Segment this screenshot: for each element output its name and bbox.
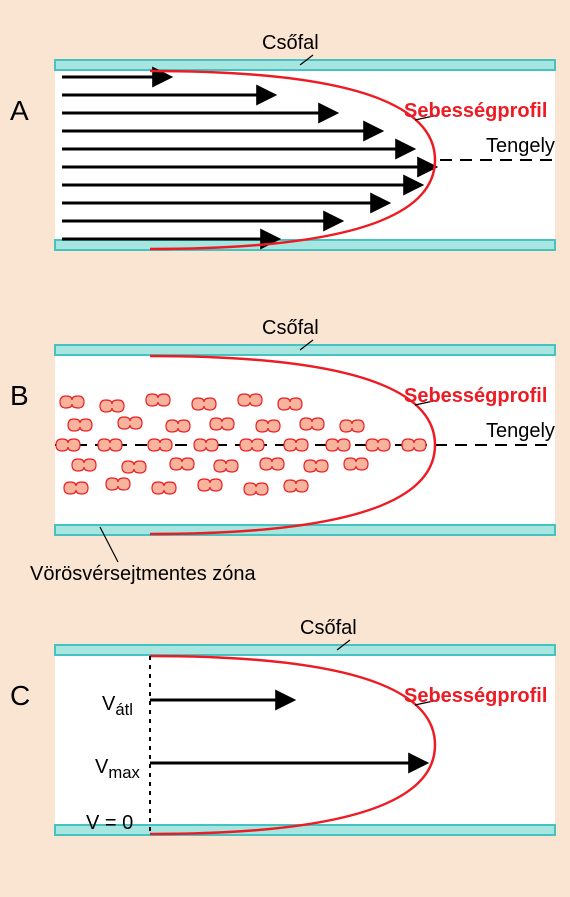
label-vzero: V = 0 xyxy=(86,812,133,835)
panel-a-letter: A xyxy=(10,95,29,127)
label-csofal-c: Csőfal xyxy=(300,617,357,640)
label-csofal-b: Csőfal xyxy=(262,317,319,340)
panel-b-letter: B xyxy=(10,380,29,412)
label-sebesseg-b: Sebességprofil xyxy=(404,385,547,408)
label-sebesseg-c: Sebességprofil xyxy=(404,685,547,708)
label-tengely-a: Tengely xyxy=(486,135,555,158)
diagram-svg xyxy=(0,0,570,897)
page-root: A B C Csőfal Sebességprofil Tengely Csőf… xyxy=(0,0,570,897)
label-vmax: Vmax xyxy=(95,756,140,783)
label-tengely-b: Tengely xyxy=(486,420,555,443)
label-vvsm: Vörösvérsejtmentes zóna xyxy=(30,563,256,586)
panel-c-letter: C xyxy=(10,680,30,712)
label-vatl: Vátl xyxy=(102,693,133,720)
label-csofal-a: Csőfal xyxy=(262,32,319,55)
label-sebesseg-a: Sebességprofil xyxy=(404,100,547,123)
